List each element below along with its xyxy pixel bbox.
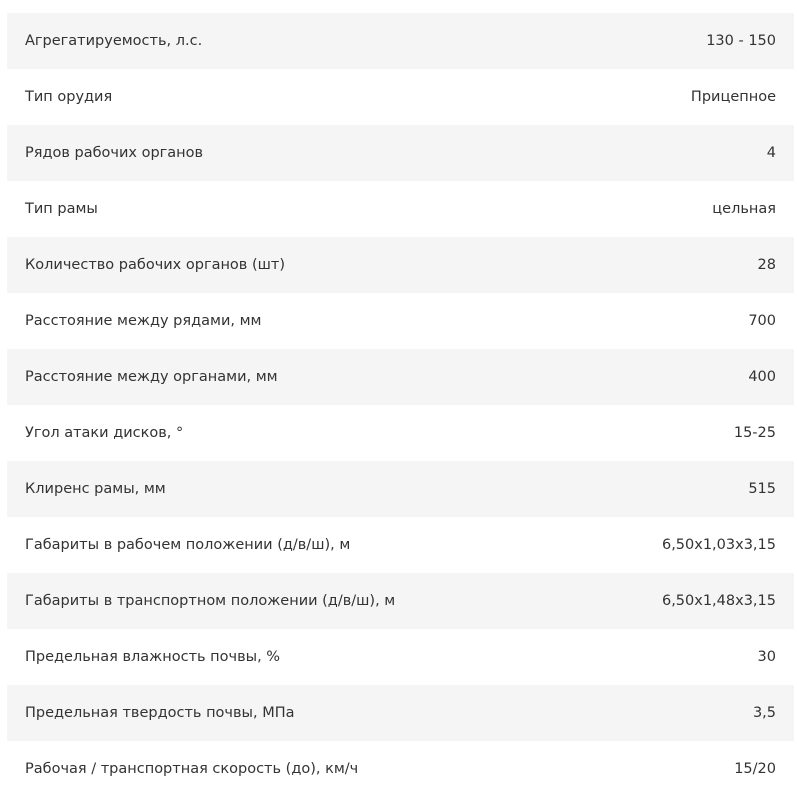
spec-row: Тип рамы цельная (7, 181, 794, 237)
spec-label: Тип орудия (25, 89, 113, 105)
spec-value: цельная (712, 201, 776, 217)
spec-label: Предельная твердость почвы, МПа (25, 705, 295, 721)
spec-row: Количество рабочих органов (шт) 28 (7, 237, 794, 293)
spec-row: Рабочая / транспортная скорость (до), км… (7, 741, 794, 797)
spec-row: Расстояние между рядами, мм 700 (7, 293, 794, 349)
spec-row: Агрегатируемость, л.с. 130 - 150 (7, 13, 794, 69)
spec-label: Тип рамы (25, 201, 98, 217)
spec-label: Габариты в транспортном положении (д/в/ш… (25, 593, 396, 609)
spec-value: 6,50x1,03x3,15 (661, 537, 776, 553)
spec-label: Количество рабочих органов (шт) (25, 257, 285, 273)
spec-value: 4 (766, 145, 776, 161)
spec-row: Рядов рабочих органов 4 (7, 125, 794, 181)
spec-row: Угол атаки дисков, ° 15-25 (7, 405, 794, 461)
spec-label: Рядов рабочих органов (25, 145, 204, 161)
spec-row: Предельная влажность почвы, % 30 (7, 629, 794, 685)
spec-row: Расстояние между органами, мм 400 (7, 349, 794, 405)
spec-value: 400 (748, 369, 776, 385)
spec-value: 700 (748, 313, 776, 329)
spec-value: 130 - 150 (706, 33, 776, 49)
spec-row: Предельная твердость почвы, МПа 3,5 (7, 685, 794, 741)
spec-label: Рабочая / транспортная скорость (до), км… (25, 761, 359, 777)
spec-value: 30 (757, 649, 776, 665)
spec-value: 3,5 (752, 705, 776, 721)
spec-label: Клиренс рамы, мм (25, 481, 166, 497)
specs-table: Агрегатируемость, л.с. 130 - 150 Тип оруди… (7, 13, 794, 797)
spec-label: Расстояние между органами, мм (25, 369, 278, 385)
spec-row: Габариты в транспортном положении (д/в/ш… (7, 573, 794, 629)
spec-value: 15-25 (733, 425, 776, 441)
spec-row: Клиренс рамы, мм 515 (7, 461, 794, 517)
spec-row: Тип орудия Прицепное (7, 69, 794, 125)
spec-label: Габариты в рабочем положении (д/в/ш), м (25, 537, 351, 553)
spec-label: Расстояние между рядами, мм (25, 313, 262, 329)
spec-row: Габариты в рабочем положении (д/в/ш), м 6… (7, 517, 794, 573)
spec-label: Агрегатируемость, л.с. (25, 33, 203, 49)
spec-label: Предельная влажность почвы, % (25, 649, 281, 665)
spec-value: Прицепное (690, 89, 776, 105)
spec-value: 6,50x1,48x3,15 (661, 593, 776, 609)
spec-value: 28 (757, 257, 776, 273)
spec-label: Угол атаки дисков, ° (25, 425, 184, 441)
spec-value: 15/20 (734, 761, 776, 777)
spec-value: 515 (748, 481, 776, 497)
